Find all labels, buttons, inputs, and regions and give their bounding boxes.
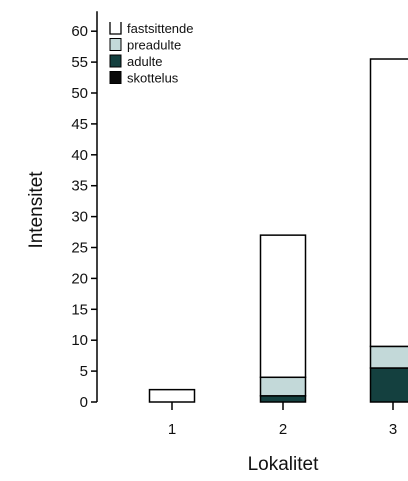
y-axis-title: Intensitet <box>26 171 47 249</box>
legend-label-adulte: adulte <box>127 54 162 69</box>
bar-preadulte-3 <box>369 345 408 369</box>
y-axis-ticks: 0 5 10 15 20 25 30 35 40 45 50 55 60 <box>71 23 97 411</box>
y-tick-label: 40 <box>71 147 88 164</box>
legend-swatch-fastsittende <box>109 22 122 35</box>
y-tick-label: 15 <box>71 301 88 318</box>
legend-swatch-adulte <box>109 54 122 68</box>
y-tick-label: 50 <box>71 85 88 102</box>
bar-fastsittende-2 <box>259 234 307 379</box>
y-tick-label: 55 <box>71 54 88 71</box>
x-tick-label: 1 <box>168 421 176 438</box>
x-tick-label: 3 <box>389 421 397 438</box>
legend-swatch-skottelus <box>109 71 122 84</box>
y-tick-label: 45 <box>71 116 88 133</box>
y-tick-label: 30 <box>71 209 88 226</box>
bar-fastsittende-1 <box>148 388 196 403</box>
bar-adulte-3 <box>369 367 408 403</box>
bar-adulte-2 <box>259 395 307 403</box>
y-tick-label: 0 <box>80 394 88 411</box>
bars-layer <box>148 58 408 403</box>
legend-label-preadulte: preadulte <box>127 38 181 53</box>
x-tick-label: 2 <box>279 421 287 438</box>
legend-label-skottelus: skottelus <box>127 71 179 86</box>
bar-preadulte-2 <box>259 376 307 397</box>
y-tick-label: 35 <box>71 178 88 195</box>
legend-swatch-preadulte <box>109 38 122 51</box>
x-axis-ticks: 1 2 3 <box>168 402 397 438</box>
bar-fastsittende-3 <box>369 58 408 348</box>
y-tick-label: 5 <box>80 363 88 380</box>
y-tick-label: 60 <box>71 23 88 40</box>
y-tick-label: 10 <box>71 332 88 349</box>
y-tick-label: 20 <box>71 270 88 287</box>
y-tick-label: 25 <box>71 240 88 257</box>
x-axis-title: Lokalitet <box>248 454 319 475</box>
legend-label-fastsittende: fastsittende <box>127 21 194 36</box>
